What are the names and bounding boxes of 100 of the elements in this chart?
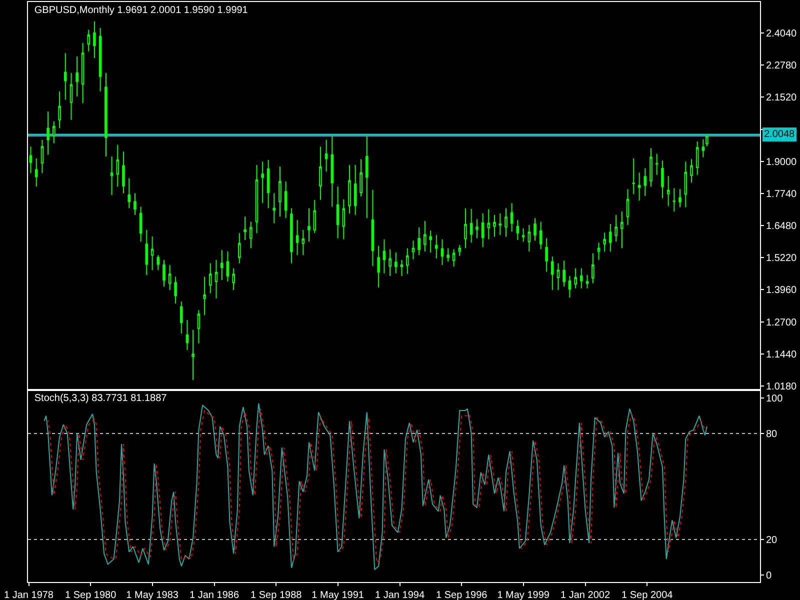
- candlestick: [87, 29, 90, 52]
- candlestick: [278, 166, 282, 218]
- candlestick: [470, 208, 473, 244]
- x-tick-label: 1 Sep 2004: [622, 590, 674, 600]
- x-tick-label: 1 Jan 1978: [4, 590, 54, 600]
- candlestick: [365, 135, 368, 219]
- candlestick: [644, 168, 647, 197]
- x-tick-label: 1 Sep 1988: [250, 590, 302, 600]
- y-tick-label: 1.3960: [766, 285, 798, 296]
- x-tick-label: 1 May 1983: [126, 590, 179, 600]
- x-tick-label: 1 May 1991: [312, 590, 364, 600]
- candlestick: [110, 156, 114, 196]
- x-tick-label: 1 Jan 1994: [375, 590, 425, 600]
- candlestick: [342, 198, 346, 240]
- candlestick: [238, 232, 241, 264]
- candlestick: [302, 229, 305, 256]
- candlestick: [586, 274, 589, 289]
- candlestick: [452, 248, 456, 268]
- candlestick: [348, 164, 351, 214]
- candlestick: [406, 248, 409, 274]
- candlestick: [614, 214, 618, 242]
- candlestick: [464, 208, 467, 249]
- candlestick: [626, 188, 630, 226]
- candlestick: [354, 164, 357, 216]
- candlestick: [70, 72, 73, 120]
- x-tick-label: 1 Sep 1996: [436, 590, 488, 600]
- candlestick: [81, 42, 84, 104]
- candlestick: [678, 188, 682, 208]
- candlestick: [534, 218, 536, 242]
- candlestick: [504, 208, 508, 238]
- candlestick: [319, 146, 322, 200]
- candlestick: [336, 186, 340, 239]
- candlestick: [197, 310, 200, 344]
- candlestick: [139, 206, 142, 242]
- candlestick: [168, 264, 172, 290]
- x-tick-label: 1 Sep 1980: [65, 590, 117, 600]
- candlestick: [400, 259, 404, 276]
- candlestick: [603, 232, 606, 252]
- candlestick: [208, 262, 212, 294]
- candlestick: [266, 159, 270, 209]
- candlestick: [156, 254, 160, 271]
- candlestick: [58, 90, 61, 129]
- candlestick: [232, 268, 235, 290]
- candlestick: [162, 259, 166, 288]
- candlestick: [93, 20, 96, 59]
- candlestick: [702, 138, 705, 158]
- candlestick: [597, 242, 600, 260]
- candlestick: [522, 228, 525, 242]
- candlestick: [412, 240, 415, 260]
- candlestick: [696, 141, 699, 176]
- candlestick: [180, 301, 183, 334]
- y-tick-label: 1.6480: [766, 221, 798, 232]
- candlestick: [666, 175, 670, 206]
- candlestick: [313, 199, 316, 234]
- candlestick: [545, 238, 548, 272]
- candlestick: [116, 144, 120, 188]
- y-tick-label: 1.9000: [766, 156, 798, 168]
- candlestick: [591, 252, 594, 284]
- candlestick: [440, 238, 444, 266]
- candlestick: [672, 188, 676, 212]
- candlestick: [261, 161, 264, 204]
- y-tick-label: 1.7740: [766, 188, 798, 200]
- candlestick: [272, 192, 276, 224]
- y-tick-label: 2.2780: [766, 60, 798, 72]
- chart-title: Stoch(5,3,3) 83.7731 81.1887: [34, 392, 168, 404]
- candlestick: [98, 27, 102, 92]
- candlestick: [324, 139, 328, 172]
- x-tick-label: 1 Jan 1986: [190, 590, 240, 600]
- candlestick: [434, 234, 438, 259]
- candlestick: [609, 224, 612, 252]
- y-tick-label: 1.1440: [766, 349, 798, 360]
- candlestick: [476, 218, 478, 239]
- ref-line-label: 2.0048: [764, 129, 796, 140]
- candlestick: [203, 276, 206, 316]
- candlestick: [214, 259, 218, 299]
- y-tick-label: 20: [766, 535, 778, 546]
- candlestick: [394, 252, 398, 274]
- candlestick: [186, 320, 189, 351]
- candlestick: [371, 189, 374, 267]
- candlestick: [40, 139, 44, 174]
- candlestick: [46, 110, 50, 156]
- y-tick-label: 2.4040: [766, 28, 798, 40]
- candlestick: [429, 230, 432, 254]
- candlestick: [690, 158, 693, 184]
- candlestick: [52, 120, 56, 144]
- candlestick: [284, 181, 288, 219]
- candlestick: [64, 52, 67, 100]
- candlestick: [255, 164, 258, 234]
- candlestick: [104, 72, 108, 158]
- chart-title: GBPUSD,Monthly 1.9691 2.0001 1.9590 1.9991: [34, 4, 248, 16]
- candlestick: [220, 249, 224, 281]
- x-tick-label: 1 Jan 2002: [560, 590, 610, 600]
- candlestick: [638, 172, 641, 202]
- candlestick: [145, 229, 148, 276]
- candlestick: [34, 158, 38, 188]
- candlestick: [76, 56, 78, 97]
- y-tick-label: 80: [766, 428, 778, 440]
- candlestick: [388, 248, 392, 276]
- candlestick: [539, 221, 542, 250]
- y-tick-label: 1.2700: [766, 317, 798, 328]
